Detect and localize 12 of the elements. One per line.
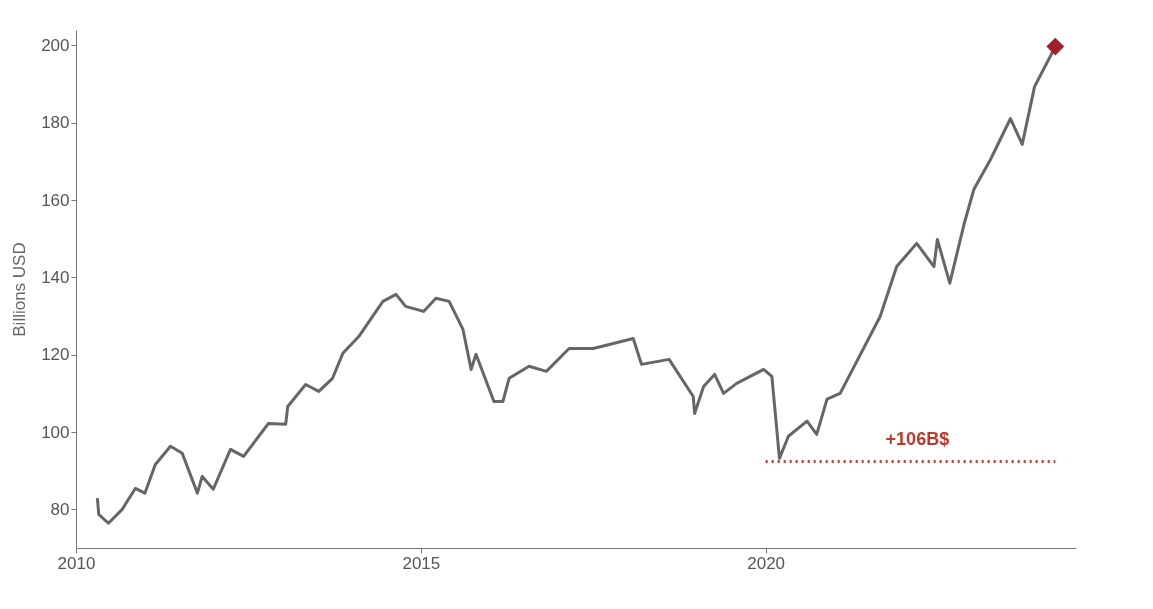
y-axis-title: Billions USD	[10, 242, 30, 337]
annotation: +106B$	[885, 429, 950, 450]
y-tick-label: 180	[41, 113, 70, 133]
y-tick-label: 80	[50, 499, 70, 519]
x-tick-label: 2010	[57, 553, 96, 573]
y-tick-label: 160	[41, 190, 70, 210]
y-tick-label: 120	[41, 345, 70, 365]
x-tick-label: 2020	[747, 553, 786, 573]
y-tick-label: 140	[41, 267, 70, 287]
y-tick-label: 100	[41, 422, 70, 442]
x-tick-label: 2015	[402, 553, 441, 573]
y-tick-label: 200	[41, 35, 70, 55]
